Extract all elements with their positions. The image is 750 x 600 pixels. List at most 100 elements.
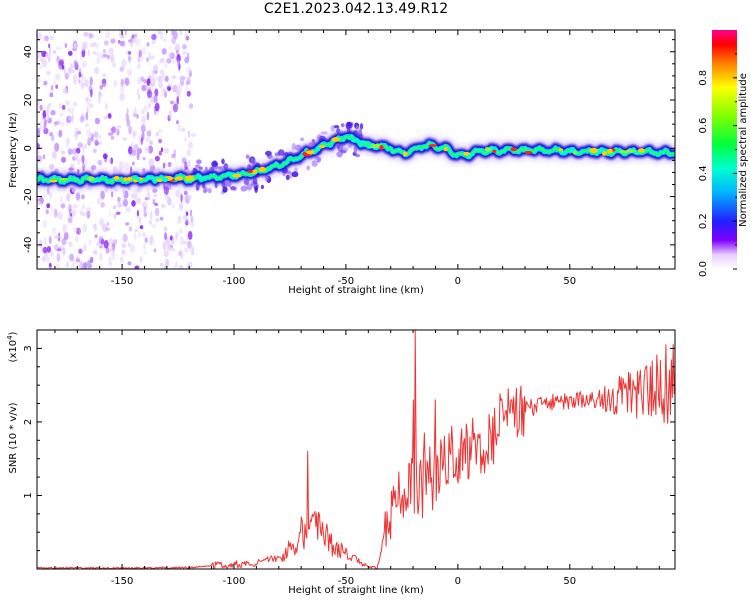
noise-speckle [72, 204, 78, 209]
spectrogram-x-tick-label: -150 [111, 276, 134, 287]
noise-speckle [125, 113, 130, 122]
ridge-hotspot [443, 147, 448, 152]
noise-speckle [53, 79, 56, 87]
noise-speckle [176, 49, 179, 55]
noise-speckle [187, 242, 193, 250]
noise-speckle [336, 151, 343, 158]
noise-speckle [179, 30, 183, 36]
ridge-hotspot [607, 148, 613, 154]
noise-speckle [96, 241, 99, 247]
noise-speckle [158, 128, 163, 133]
noise-speckle [176, 89, 181, 95]
noise-speckle [187, 130, 191, 138]
noise-speckle [154, 207, 160, 217]
noise-speckle [38, 56, 43, 62]
noise-speckle [108, 209, 112, 218]
noise-speckle [162, 241, 167, 251]
noise-speckle [159, 216, 164, 221]
noise-speckle [157, 77, 161, 82]
noise-speckle [320, 131, 328, 135]
noise-speckle [66, 261, 69, 268]
noise-speckle [93, 131, 99, 138]
noise-speckle [58, 59, 65, 66]
noise-speckle [46, 203, 51, 209]
ridge-hotspot [524, 150, 533, 154]
noise-speckle [186, 233, 189, 242]
noise-speckle [103, 115, 109, 120]
noise-speckle [184, 30, 188, 37]
noise-speckle [86, 207, 92, 213]
noise-speckle [187, 142, 194, 149]
noise-speckle [131, 142, 135, 147]
noise-speckle [163, 38, 167, 42]
noise-speckle [138, 216, 142, 225]
noise-speckle [179, 236, 184, 246]
noise-speckle [121, 243, 127, 249]
noise-speckle [167, 197, 172, 206]
noise-speckle [167, 85, 172, 91]
noise-speckle [98, 245, 104, 249]
noise-speckle [82, 262, 87, 269]
noise-speckle [187, 194, 193, 200]
noise-speckle [134, 228, 138, 233]
ridge-hotspot [232, 173, 241, 178]
noise-speckle [108, 47, 114, 54]
snr-frame [36, 329, 676, 570]
noise-speckle [153, 64, 159, 70]
noise-speckle [171, 59, 177, 64]
noise-speckle [108, 158, 111, 164]
noise-speckle [101, 78, 107, 84]
noise-speckle [116, 128, 120, 136]
noise-speckle [189, 209, 193, 217]
noise-speckle [42, 154, 46, 160]
noise-speckle [89, 256, 94, 264]
noise-speckle [84, 122, 89, 128]
noise-speckle [60, 121, 64, 127]
noise-speckle [340, 123, 345, 128]
noise-speckle [172, 103, 179, 113]
noise-speckle [97, 95, 101, 104]
colorbar-tick-label: 0.6 [698, 118, 709, 134]
snr-y-scale-close: ) [8, 331, 19, 335]
noise-speckle [142, 157, 146, 161]
noise-speckle [146, 130, 152, 137]
noise-speckle [175, 232, 179, 242]
colorbar-tick-label: 0.8 [698, 70, 709, 86]
noise-speckle [127, 241, 131, 248]
noise-speckle [70, 264, 74, 269]
ridge-hotspot [198, 175, 203, 180]
noise-speckle [60, 150, 66, 155]
noise-speckle [67, 108, 71, 113]
noise-speckle [154, 88, 159, 97]
ridge-hotspot [49, 179, 58, 183]
noise-speckle [158, 82, 164, 90]
noise-speckle [50, 206, 53, 214]
noise-speckle [100, 239, 105, 245]
noise-speckle [66, 143, 69, 149]
noise-speckle [180, 193, 183, 203]
noise-speckle [37, 149, 40, 155]
noise-speckle [171, 247, 176, 252]
noise-speckle [37, 32, 42, 42]
noise-speckle [112, 205, 117, 210]
noise-speckle [194, 164, 201, 169]
noise-speckle [142, 201, 148, 209]
noise-speckle [87, 137, 91, 146]
noise-speckle [182, 50, 188, 56]
ridge-hotspot [589, 148, 599, 153]
noise-speckle [306, 165, 311, 171]
noise-speckle [67, 217, 73, 224]
noise-speckle [260, 184, 264, 190]
noise-speckle [167, 51, 173, 59]
noise-speckle [119, 66, 125, 72]
noise-speckle [160, 147, 164, 152]
noise-speckle [154, 155, 160, 162]
noise-speckle [59, 112, 64, 116]
snr-y-scale-exp: 4 [6, 335, 14, 340]
noise-speckle [151, 77, 156, 85]
noise-speckle [291, 171, 299, 178]
snr-y-label: SNR (10 * v/v) [8, 402, 19, 473]
noise-speckle [54, 142, 60, 152]
